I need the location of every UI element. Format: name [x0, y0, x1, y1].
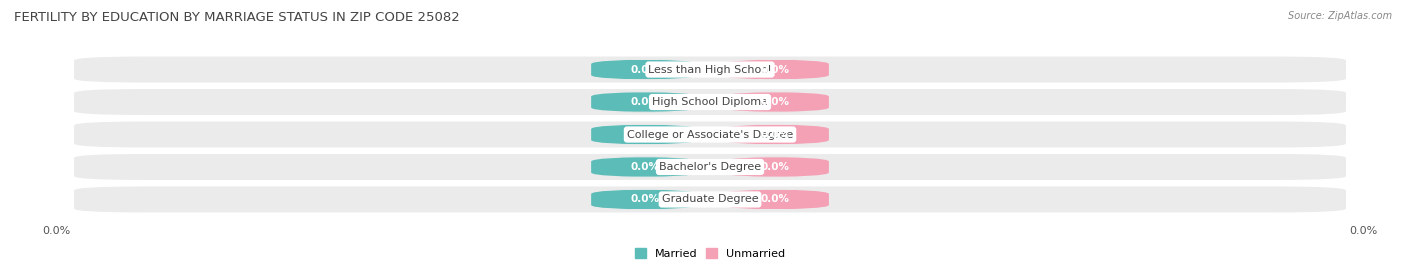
- FancyBboxPatch shape: [591, 189, 699, 210]
- FancyBboxPatch shape: [75, 89, 1346, 115]
- Text: 0.0%: 0.0%: [761, 129, 790, 140]
- FancyBboxPatch shape: [721, 189, 830, 210]
- Text: 0.0%: 0.0%: [761, 97, 790, 107]
- Text: 0.0%: 0.0%: [630, 97, 659, 107]
- Text: 0.0%: 0.0%: [630, 129, 659, 140]
- Text: 0.0%: 0.0%: [630, 65, 659, 75]
- FancyBboxPatch shape: [721, 59, 830, 80]
- FancyBboxPatch shape: [721, 157, 830, 177]
- Text: Graduate Degree: Graduate Degree: [662, 194, 758, 204]
- Text: 0.0%: 0.0%: [761, 162, 790, 172]
- Legend: Married, Unmarried: Married, Unmarried: [630, 244, 790, 263]
- FancyBboxPatch shape: [75, 56, 1346, 83]
- FancyBboxPatch shape: [75, 154, 1346, 180]
- FancyBboxPatch shape: [591, 59, 699, 80]
- FancyBboxPatch shape: [591, 157, 699, 177]
- FancyBboxPatch shape: [75, 122, 1346, 147]
- Text: Source: ZipAtlas.com: Source: ZipAtlas.com: [1288, 11, 1392, 21]
- FancyBboxPatch shape: [591, 92, 699, 112]
- Text: College or Associate's Degree: College or Associate's Degree: [627, 129, 793, 140]
- Text: High School Diploma: High School Diploma: [652, 97, 768, 107]
- FancyBboxPatch shape: [721, 125, 830, 144]
- Text: Less than High School: Less than High School: [648, 65, 772, 75]
- FancyBboxPatch shape: [75, 186, 1346, 213]
- Text: Bachelor's Degree: Bachelor's Degree: [659, 162, 761, 172]
- Text: 0.0%: 0.0%: [761, 65, 790, 75]
- FancyBboxPatch shape: [721, 92, 830, 112]
- FancyBboxPatch shape: [591, 125, 699, 144]
- Text: 0.0%: 0.0%: [630, 162, 659, 172]
- Text: 0.0%: 0.0%: [630, 194, 659, 204]
- Text: FERTILITY BY EDUCATION BY MARRIAGE STATUS IN ZIP CODE 25082: FERTILITY BY EDUCATION BY MARRIAGE STATU…: [14, 11, 460, 24]
- Text: 0.0%: 0.0%: [761, 194, 790, 204]
